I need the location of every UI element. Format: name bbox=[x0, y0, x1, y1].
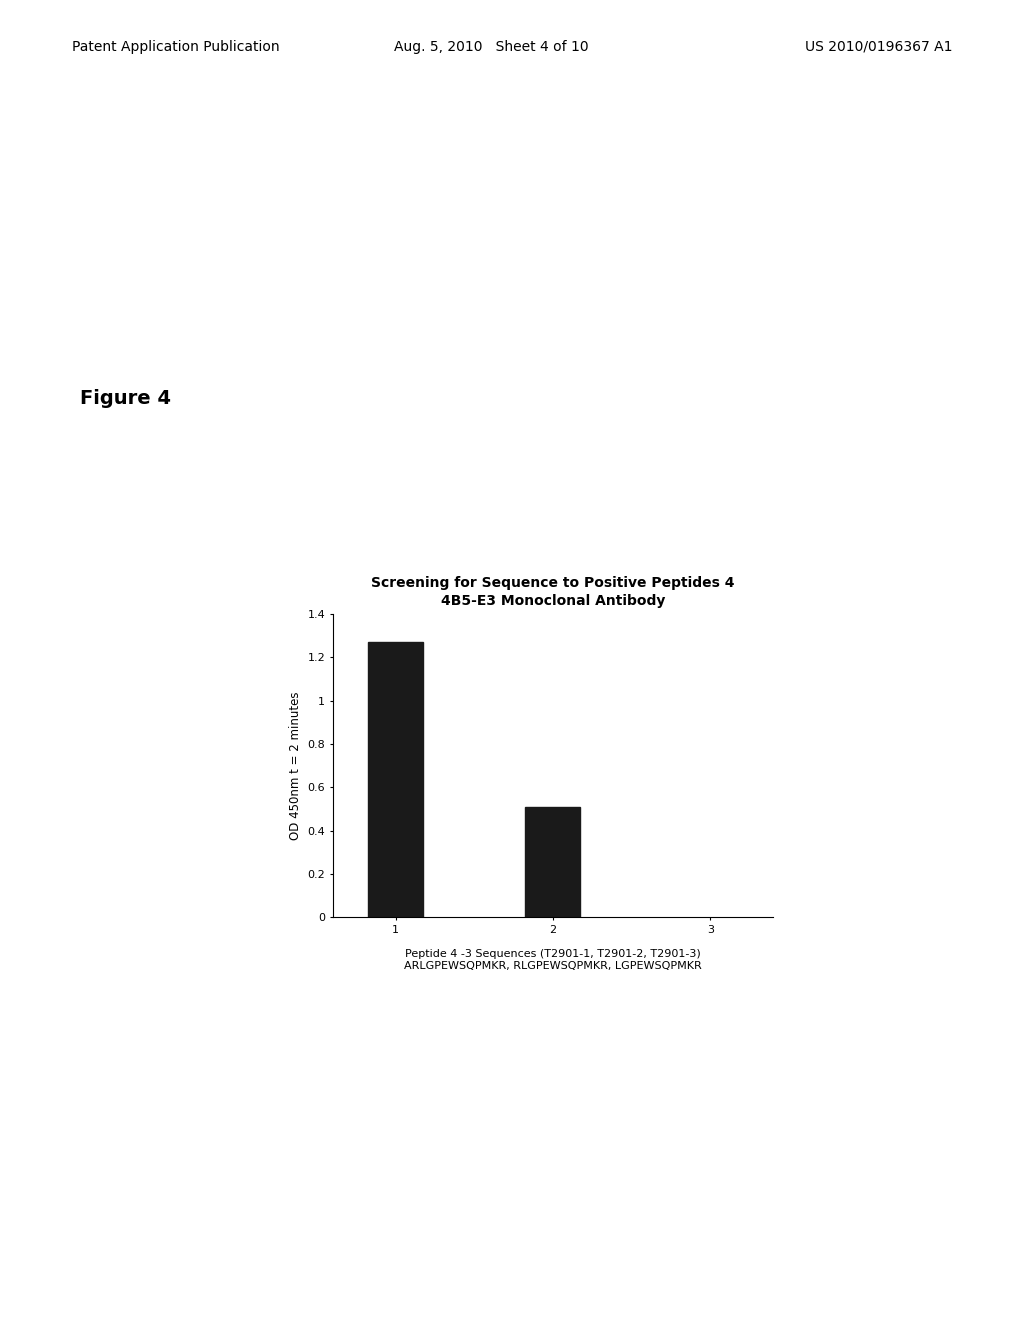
Text: US 2010/0196367 A1: US 2010/0196367 A1 bbox=[805, 40, 952, 54]
Title: Screening for Sequence to Positive Peptides 4
4B5-E3 Monoclonal Antibody: Screening for Sequence to Positive Pepti… bbox=[372, 576, 734, 609]
Y-axis label: OD 450nm t = 2 minutes: OD 450nm t = 2 minutes bbox=[289, 692, 302, 840]
Bar bbox=[369, 642, 423, 917]
X-axis label: Peptide 4 -3 Sequences (T2901-1, T2901-2, T2901-3)
ARLGPEWSQPMKR, RLGPEWSQPMKR, : Peptide 4 -3 Sequences (T2901-1, T2901-2… bbox=[404, 949, 701, 970]
Bar bbox=[525, 807, 581, 917]
Text: Aug. 5, 2010   Sheet 4 of 10: Aug. 5, 2010 Sheet 4 of 10 bbox=[394, 40, 589, 54]
Text: Patent Application Publication: Patent Application Publication bbox=[72, 40, 280, 54]
Text: Figure 4: Figure 4 bbox=[80, 389, 171, 408]
